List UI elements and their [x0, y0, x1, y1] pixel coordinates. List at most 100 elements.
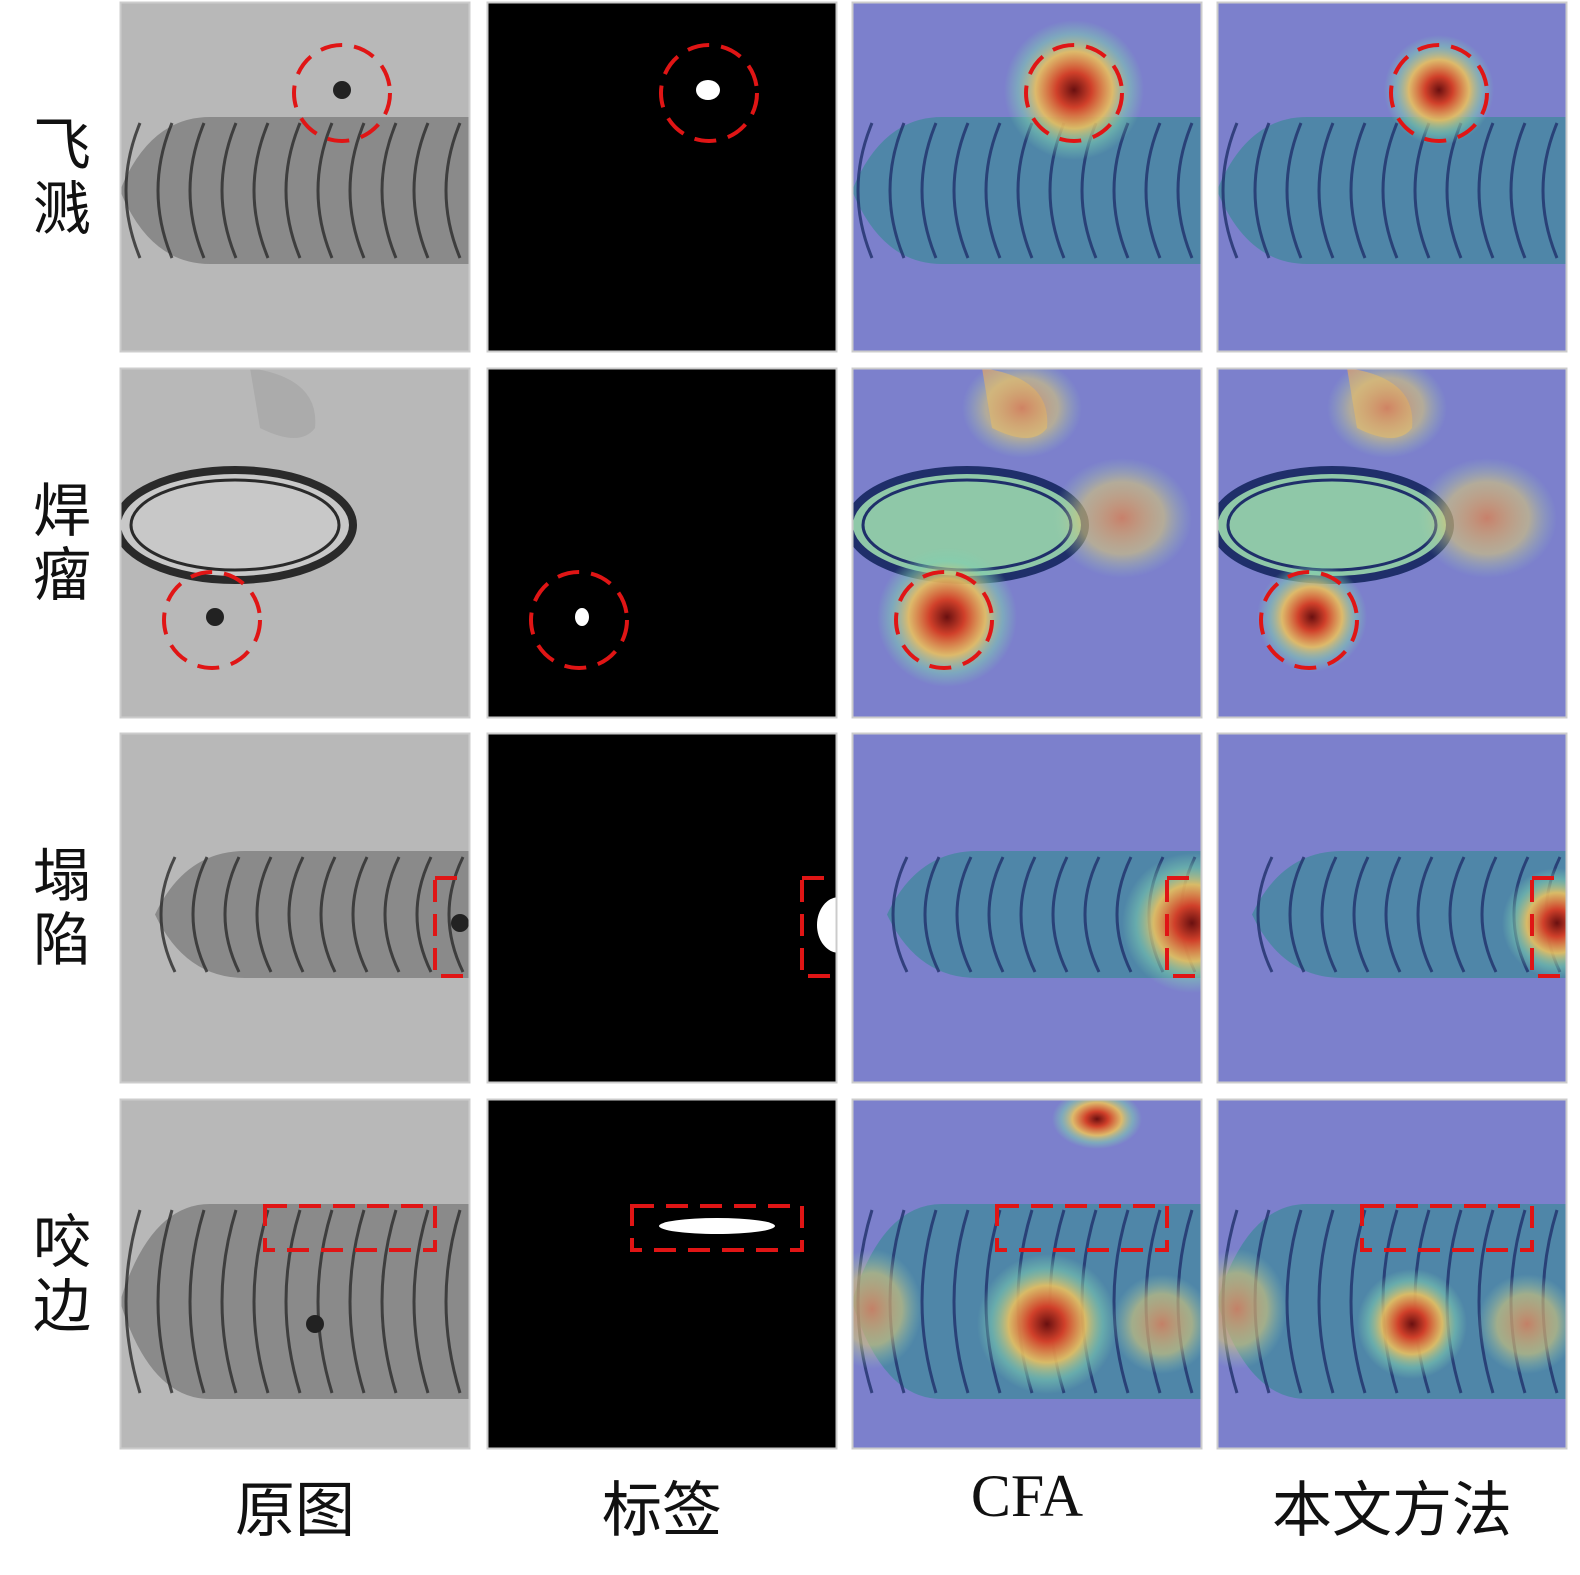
panel-border [119, 367, 471, 719]
ripple [124, 122, 142, 259]
panel-image [851, 1, 1203, 353]
column-label: 本文方法 [1272, 1478, 1512, 1544]
weld-ring-inner [129, 478, 341, 572]
ripple [124, 1209, 142, 1394]
heat-spot [1122, 853, 1202, 993]
defect-marker [1259, 570, 1359, 670]
ripple [284, 1209, 302, 1394]
defect-marker [433, 876, 470, 978]
ripple [984, 122, 1002, 259]
panel-content [487, 1099, 837, 1449]
heat-region [962, 368, 1082, 458]
weld-bead [852, 117, 1202, 264]
heat-spot [1384, 35, 1494, 145]
panel-image [486, 1, 838, 353]
ripple [1477, 1209, 1495, 1394]
heat-region [1217, 1249, 1287, 1369]
ripple [351, 856, 369, 973]
panel-content [852, 733, 1202, 1083]
defect-marker [630, 1204, 804, 1252]
ripple [1352, 856, 1370, 973]
ripple [444, 122, 462, 259]
heat-spot [1357, 1269, 1467, 1379]
defect-marker [529, 570, 629, 670]
mask-background [487, 368, 837, 718]
panel-image [486, 367, 838, 719]
weld-bead [1217, 117, 1567, 264]
ripple [316, 122, 334, 259]
defect-marker [894, 570, 994, 670]
panel-content [120, 733, 470, 1083]
panel-image [119, 732, 471, 1084]
ripple [952, 1209, 970, 1394]
ripple [412, 1209, 430, 1394]
panel-border [851, 732, 1203, 1084]
panel-image [119, 1098, 471, 1450]
ripple [888, 122, 906, 259]
ripple [316, 1209, 334, 1394]
panel-border [1216, 732, 1568, 1084]
weld-bead [120, 117, 470, 264]
ripple [191, 856, 209, 973]
panel-border [851, 1098, 1203, 1450]
column-label: 原图 [235, 1478, 355, 1544]
ripple [383, 856, 401, 973]
ripple [348, 122, 366, 259]
ripple [348, 1209, 366, 1394]
mask-background [487, 2, 837, 352]
ripple [255, 856, 273, 973]
ripple [987, 856, 1005, 973]
panel-content [1217, 368, 1567, 718]
panel-content [1217, 1099, 1567, 1449]
heat-spot [877, 547, 1017, 687]
defect-mask [817, 897, 837, 953]
defect-marker [263, 1204, 437, 1252]
panel-border [486, 1, 838, 353]
ripple [188, 122, 206, 259]
panel-image [1216, 367, 1568, 719]
heat-region [852, 1249, 922, 1369]
ripple [1416, 856, 1434, 973]
defect-marker [1165, 876, 1202, 978]
column-label: 标签 [602, 1478, 722, 1544]
defect-marker [1530, 876, 1567, 978]
panel-content [487, 733, 837, 1083]
weld-bead [155, 851, 470, 978]
heat-spot [977, 1254, 1117, 1394]
ripple [1509, 122, 1527, 259]
row-label: 飞溅 [32, 111, 91, 243]
heat-region [1052, 458, 1192, 578]
panel-border [1216, 1, 1568, 353]
ripple [1019, 856, 1037, 973]
weld-ring [120, 466, 357, 584]
defect-marker [162, 570, 262, 670]
ripple [252, 122, 270, 259]
defect-mask [659, 1218, 775, 1234]
ripple [252, 1209, 270, 1394]
ripple [920, 1209, 938, 1394]
panel-content [1217, 733, 1567, 1083]
ripple [223, 856, 241, 973]
panel-content [120, 368, 470, 718]
ripple [188, 1209, 206, 1394]
panel-grid [119, 1, 1568, 1450]
heat-region [1112, 1274, 1202, 1374]
row-label: 咬边 [32, 1208, 91, 1340]
ripple [1349, 1209, 1367, 1394]
defect-mask [696, 80, 720, 100]
ripple [284, 122, 302, 259]
ripple [1320, 856, 1338, 973]
ripple [1541, 122, 1559, 259]
panel-content [120, 1099, 470, 1449]
ripple [1384, 856, 1402, 973]
ripple [1144, 122, 1162, 259]
panel-border [851, 367, 1203, 719]
panel-border [486, 367, 838, 719]
ripple [1285, 122, 1303, 259]
ripple [415, 856, 433, 973]
defect [333, 81, 351, 99]
defect-marker [1389, 43, 1489, 143]
ripple [1448, 856, 1466, 973]
panel-image [851, 1098, 1203, 1450]
